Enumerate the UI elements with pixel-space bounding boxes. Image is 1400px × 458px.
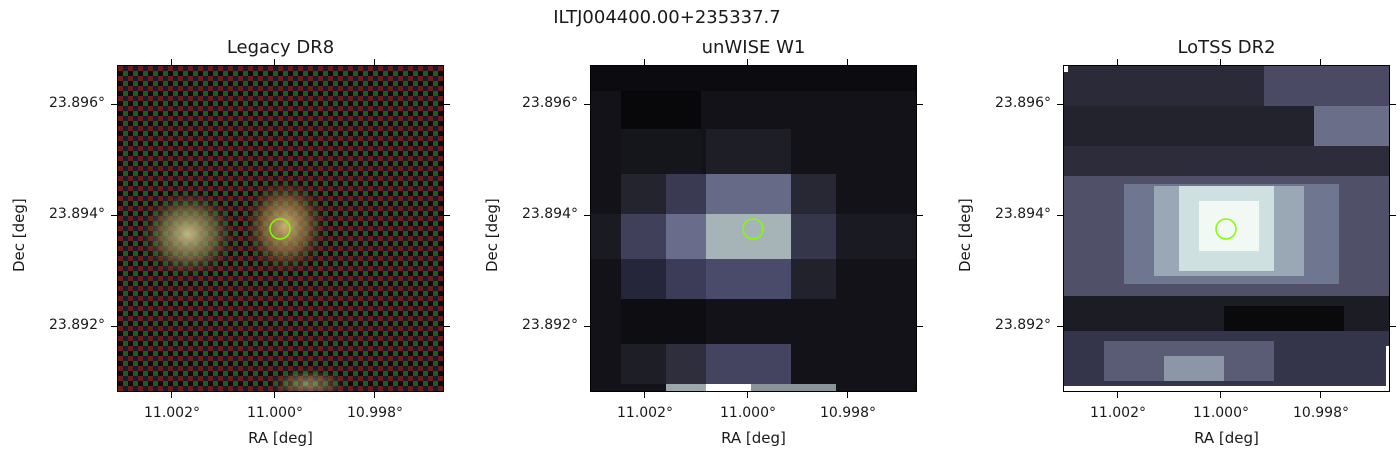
figure-title: ILTJ004400.00+235337.7 — [553, 7, 781, 28]
y-tick-label: 23.896° — [995, 95, 1051, 111]
tick-mark — [1320, 392, 1321, 398]
tick-mark — [1117, 59, 1118, 65]
y-tick-label: 23.892° — [995, 317, 1051, 333]
tick-mark — [274, 59, 275, 65]
tick-mark — [374, 392, 375, 398]
panel-title: LoTSS DR2 — [1177, 37, 1276, 58]
panel-unwise: unWISE W1 Dec [deg] 23.896° 23.894° 23.8… — [473, 0, 917, 458]
x-axis-label: RA [deg] — [721, 429, 786, 447]
tick-mark — [1057, 326, 1063, 327]
x-tick-label: 10.998° — [820, 405, 876, 421]
panel-lotss: LoTSS DR2 Dec [deg] 23.896° 23.894° 23.8… — [946, 0, 1390, 458]
panel-legacy: Legacy DR8 Dec [deg] 23.896° 23.894° 23.… — [0, 0, 444, 458]
x-tick-label: 11.000° — [720, 405, 776, 421]
tick-mark — [1057, 215, 1063, 216]
image-lotss — [1063, 65, 1390, 392]
tick-mark — [747, 59, 748, 65]
tick-mark — [584, 104, 590, 105]
tick-mark — [747, 392, 748, 398]
tick-mark — [111, 104, 117, 105]
x-tick-label: 10.998° — [347, 405, 403, 421]
x-tick-label: 11.002° — [617, 405, 673, 421]
tick-mark — [1390, 104, 1396, 105]
image-unwise — [590, 65, 917, 392]
panel-title: unWISE W1 — [701, 37, 806, 58]
tick-mark — [1220, 392, 1221, 398]
tick-mark — [171, 392, 172, 398]
tick-mark — [584, 326, 590, 327]
y-tick-label: 23.892° — [522, 317, 578, 333]
panel-title: Legacy DR8 — [226, 37, 335, 58]
tick-mark — [917, 215, 923, 216]
tick-mark — [274, 392, 275, 398]
tick-mark — [644, 392, 645, 398]
tick-mark — [1390, 326, 1396, 327]
tick-mark — [444, 215, 450, 216]
tick-mark — [444, 326, 450, 327]
tick-mark — [1320, 59, 1321, 65]
tick-mark — [444, 104, 450, 105]
tick-mark — [584, 215, 590, 216]
y-tick-label: 23.894° — [995, 206, 1051, 222]
y-tick-label: 23.892° — [49, 317, 105, 333]
tick-mark — [171, 59, 172, 65]
x-axis-label: RA [deg] — [248, 429, 313, 447]
tick-mark — [847, 392, 848, 398]
x-tick-label: 11.002° — [1090, 405, 1146, 421]
tick-mark — [1220, 59, 1221, 65]
y-tick-label: 23.896° — [49, 95, 105, 111]
tick-mark — [917, 326, 923, 327]
tick-mark — [917, 104, 923, 105]
y-tick-label: 23.894° — [49, 206, 105, 222]
x-tick-label: 11.002° — [144, 405, 200, 421]
image-legacy — [117, 65, 444, 392]
tick-mark — [1390, 215, 1396, 216]
x-tick-label: 11.000° — [1193, 405, 1249, 421]
tick-mark — [111, 326, 117, 327]
y-tick-label: 23.894° — [522, 206, 578, 222]
tick-mark — [374, 59, 375, 65]
x-tick-label: 10.998° — [1293, 405, 1349, 421]
y-tick-label: 23.896° — [522, 95, 578, 111]
tick-mark — [644, 59, 645, 65]
x-axis-label: RA [deg] — [1194, 429, 1259, 447]
tick-mark — [847, 59, 848, 65]
x-tick-label: 11.000° — [247, 405, 303, 421]
tick-mark — [1117, 392, 1118, 398]
tick-mark — [111, 215, 117, 216]
tick-mark — [1057, 104, 1063, 105]
